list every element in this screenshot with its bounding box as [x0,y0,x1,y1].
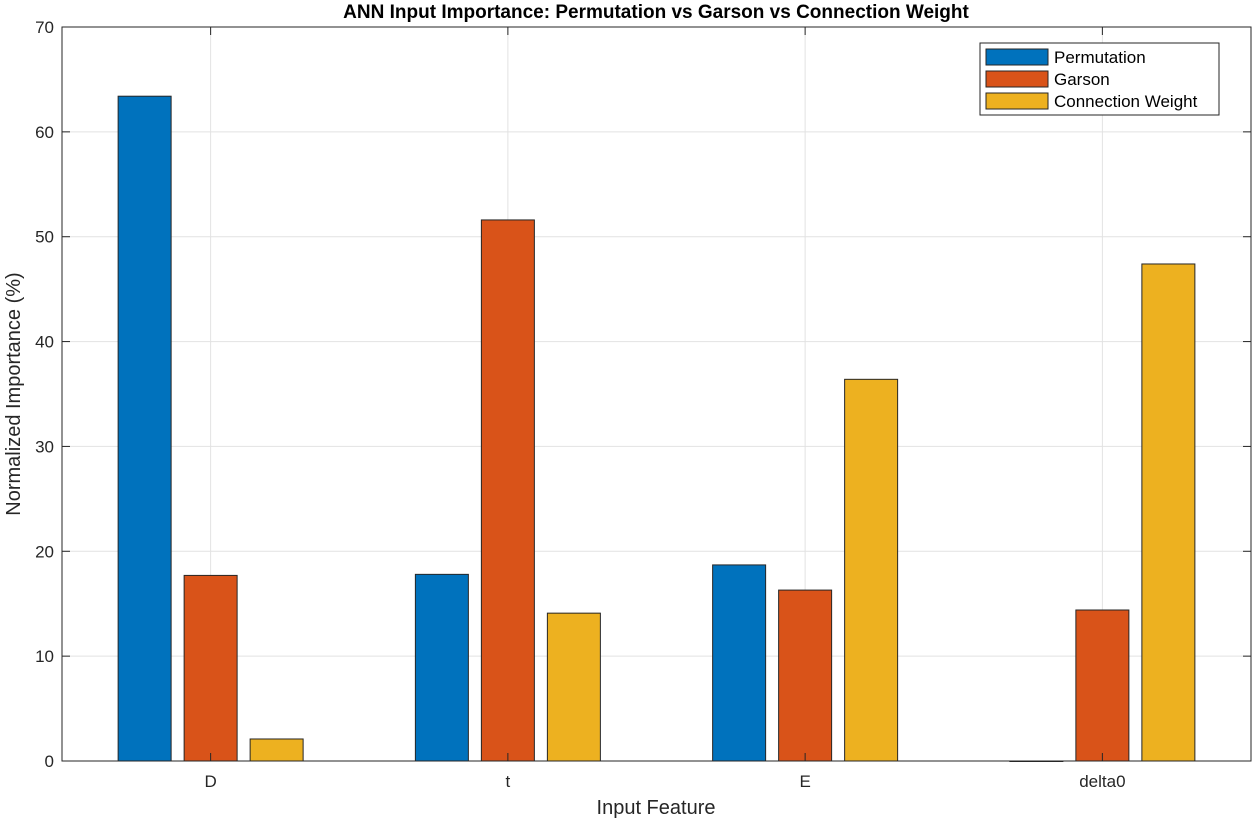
grid-lines [62,26,1251,762]
legend-swatch [985,92,1049,110]
legend-label: Connection Weight [1054,92,1198,111]
bar-connection-weight-e [844,378,899,762]
y-tick-label: 60 [35,123,54,142]
legend-swatch [985,70,1049,88]
x-tick-label: D [204,772,216,791]
plot-background [62,27,1251,761]
chart-title: ANN Input Importance: Permutation vs Gar… [343,2,969,23]
bars [117,95,1196,762]
y-tick-label: 40 [35,333,54,352]
legend-swatch [985,48,1049,66]
bar-connection-weight-delta0 [1141,263,1196,762]
y-axis-label: Normalized Importance (%) [3,272,25,515]
bar-garson-d [183,574,238,762]
bar-garson-t [480,219,535,762]
y-tick-label: 20 [35,542,54,561]
plot-frame [61,26,1252,762]
y-tick-label: 0 [45,752,54,771]
x-tick-label: delta0 [1079,772,1125,791]
x-axis-label: Input Feature [597,797,716,819]
bar-connection-weight-d [249,738,304,762]
legend: Permutation Garson Connection Weight [979,42,1220,116]
bar-permutation-t [414,573,469,762]
legend-label: Permutation [1054,48,1146,67]
bar-permutation-e [712,564,767,762]
x-tick-label: t [506,772,511,791]
y-tick-label: 50 [35,228,54,247]
x-tick-label: E [799,772,810,791]
y-tick-label: 10 [35,647,54,666]
bar-garson-delta0 [1075,609,1130,762]
bar-permutation-d [117,95,172,762]
y-tick-label: 70 [35,18,54,37]
bar-connection-weight-t [546,612,601,762]
y-tick-label: 30 [35,437,54,456]
legend-label: Garson [1054,70,1110,89]
bar-garson-e [778,589,833,762]
